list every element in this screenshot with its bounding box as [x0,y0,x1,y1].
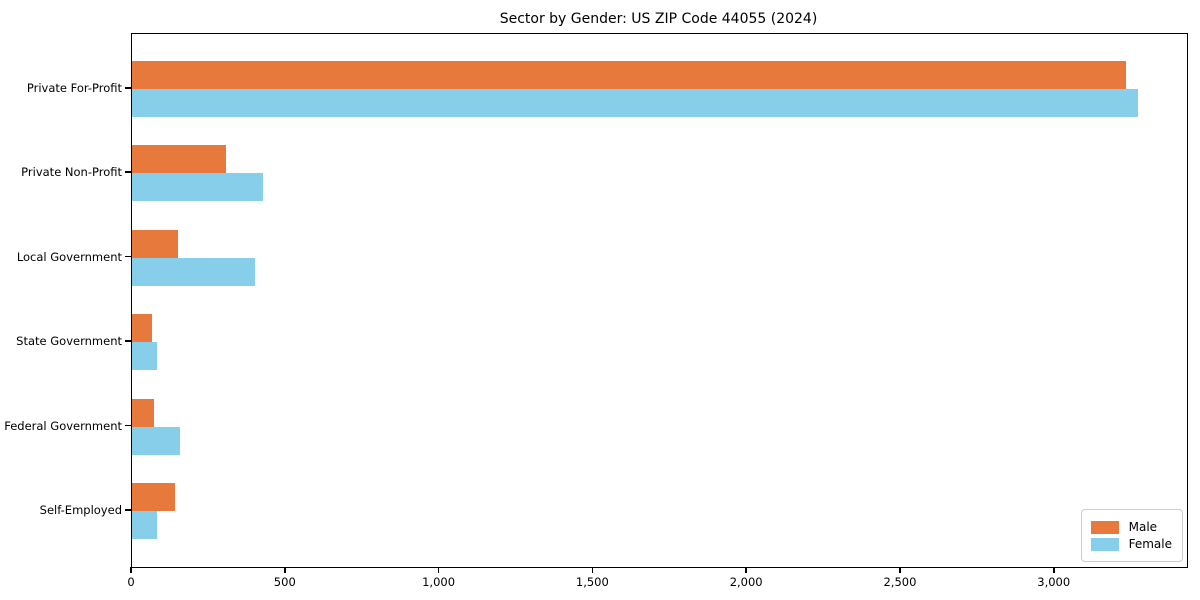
bar-female-state-government [132,342,157,371]
bar-male-private-for-profit [132,61,1126,89]
x-tick-mark-1500 [591,567,594,573]
y-tick-federal-government [125,424,131,427]
x-tick-label-3000: 3,000 [1037,575,1071,589]
bar-female-private-for-profit [132,89,1138,117]
legend-label-female: Female [1128,537,1172,551]
x-tick-mark-500 [283,567,286,573]
category-label-local-government: Local Government [16,249,122,264]
category-label-federal-government: Federal Government [4,418,122,433]
x-axis: 0 500 1,000 1,500 2,000 2,500 3,000 [127,566,1186,596]
y-tick-state-government [125,340,131,342]
plot-area: Male Female [131,33,1188,568]
y-tick-private-for-profit [125,87,131,89]
legend-entry-female: Female [1090,537,1172,551]
bar-female-local-government [132,257,255,286]
x-tick-label-1000: 1,000 [422,575,456,589]
bar-male-private-non-profit [132,145,226,174]
y-axis-labels: Private For-Profit Private Non-Profit Loca… [0,33,131,566]
bar-male-state-government [132,314,152,343]
bar-female-private-non-profit [132,173,263,202]
x-tick-mark-2500 [899,567,901,573]
legend-swatch-male [1090,520,1119,534]
legend-entry-male: Male [1090,520,1172,534]
legend-swatch-female [1090,537,1119,551]
x-tick-label-0: 0 [127,575,135,589]
legend: Male Female [1080,509,1183,562]
x-tick-label-2000: 2,000 [729,575,763,589]
legend-label-male: Male [1128,520,1158,534]
bar-male-federal-government [132,398,154,427]
bar-female-federal-government [132,426,180,455]
category-label-state-government: State Government [16,334,122,349]
x-tick-mark-2000 [745,567,747,573]
chart-title: Sector by Gender: US ZIP Code 44055 (202… [499,11,818,27]
y-tick-private-non-profit [125,171,131,173]
x-tick-mark-0 [130,567,132,573]
bar-male-self-employed [132,483,176,511]
bar-male-local-government [132,229,179,258]
x-tick-label-2500: 2,500 [883,575,917,589]
category-label-private-for-profit: Private For-Profit [26,81,122,95]
y-tick-self-employed [125,509,131,511]
x-tick-label-500: 500 [273,575,296,589]
y-tick-local-government [125,255,131,258]
x-tick-mark-3000 [1052,567,1055,573]
x-tick-label-1500: 1,500 [575,575,609,589]
category-label-self-employed: Self-Employed [39,503,122,517]
category-label-private-non-profit: Private Non-Profit [21,165,122,180]
x-tick-mark-1000 [437,567,440,573]
bar-female-self-employed [132,511,157,539]
